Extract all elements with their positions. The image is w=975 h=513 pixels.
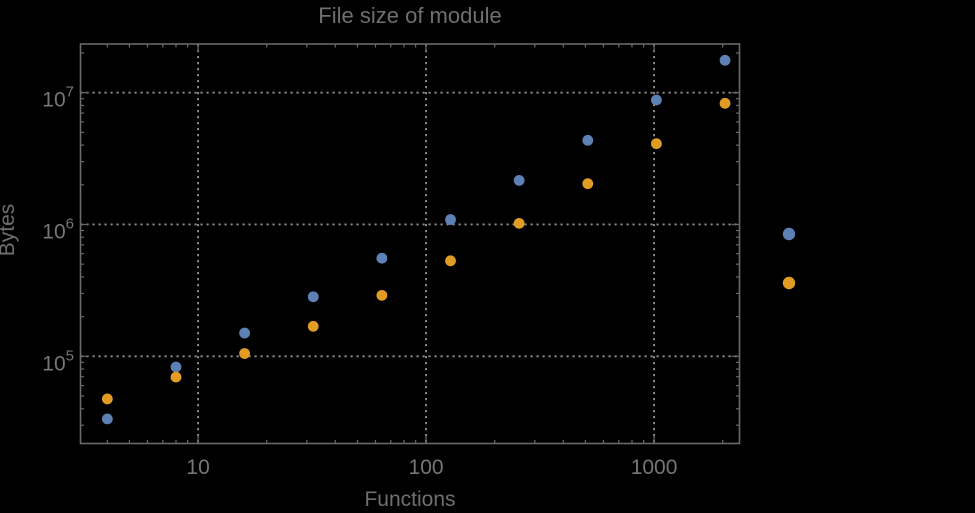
- legend-marker-series-1: [782, 227, 796, 241]
- tick-labels-layer: 10 100 1000 105 106 107: [42, 84, 677, 479]
- data-point-series-2-x4: [101, 393, 113, 405]
- legend-layer: [782, 227, 796, 290]
- data-point-series-1-x512: [582, 134, 594, 146]
- data-point-series-2-x16: [239, 348, 251, 359]
- y-tick-label-10e6: 106: [42, 215, 74, 243]
- y-tick-label-10e7: 107: [42, 84, 74, 112]
- data-point-series-2-x8: [170, 371, 182, 383]
- data-point-series-1-x2048: [719, 54, 731, 66]
- y-axis-label: Bytes: [0, 204, 19, 257]
- legend-marker-series-2: [782, 276, 796, 290]
- data-point-series-1-x32: [307, 291, 319, 303]
- x-axis-label: Functions: [364, 488, 455, 511]
- plot-frame: [79, 43, 741, 445]
- data-point-series-1-x128: [445, 214, 456, 225]
- data-points-layer: [101, 54, 731, 425]
- data-point-series-2-x128: [445, 255, 456, 267]
- data-point-series-2-x2048: [719, 97, 731, 109]
- x-tick-label-1000: 1000: [631, 456, 678, 479]
- data-point-series-2-x512: [582, 178, 594, 190]
- data-point-series-2-x1024: [651, 138, 662, 150]
- x-tick-label-100: 100: [409, 456, 444, 479]
- y-tick-label-10e5: 105: [42, 347, 74, 375]
- text-layer: File size of module Functions Bytes: [0, 3, 502, 511]
- data-point-series-2-x256: [513, 217, 525, 229]
- gridlines-layer: [80, 44, 740, 444]
- data-point-series-2-x32: [307, 320, 319, 332]
- data-point-series-1-x64: [376, 252, 388, 264]
- x-tick-label-10: 10: [186, 456, 209, 479]
- frame-layer: [79, 43, 741, 445]
- data-point-series-1-x16: [239, 327, 251, 339]
- chart-title: File size of module: [318, 3, 501, 28]
- data-point-series-1-x256: [513, 174, 525, 186]
- data-point-series-2-x64: [376, 289, 388, 301]
- data-point-series-1-x4: [101, 413, 113, 425]
- data-point-series-1-x1024: [651, 94, 662, 106]
- data-point-series-1-x8: [170, 361, 182, 373]
